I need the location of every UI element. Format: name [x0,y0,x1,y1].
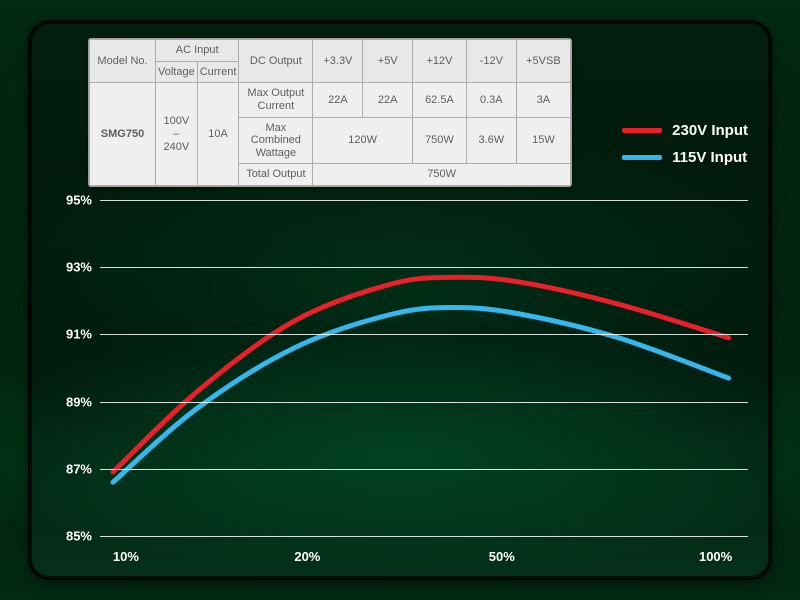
th-voltage: Voltage [156,61,198,83]
gridline [100,334,748,335]
y-tick-label: 85% [52,529,92,544]
cell-model: SMG750 [90,83,156,186]
th-n12v: -12V [466,40,516,83]
cell-total-label: Total Output [239,164,313,186]
th-model: Model No. [90,40,156,83]
legend-swatch [622,128,662,133]
cell-total-value: 750W [313,164,571,186]
y-tick-label: 93% [52,260,92,275]
cell-maxout-5: 22A [363,83,413,117]
cell-maxcomb-12: 750W [413,117,467,164]
legend-item: 230V Input [622,122,748,139]
x-tick-label: 100% [699,549,732,564]
legend-label: 230V Input [672,122,748,139]
main-panel: Model No. AC Input DC Output +3.3V +5V +… [28,20,772,580]
plot-area [100,200,748,536]
th-5v: +5V [363,40,413,83]
x-tick-label: 10% [113,549,139,564]
cell-maxout-5sb: 3A [516,83,570,117]
cell-maxout-n12: 0.3A [466,83,516,117]
cell-maxcomb-5sb: 15W [516,117,570,164]
gridline [100,267,748,268]
gridline [100,536,748,537]
y-tick-label: 91% [52,327,92,342]
cell-maxout-12: 62.5A [413,83,467,117]
th-dcout: DC Output [239,40,313,83]
th-acinput: AC Input [156,40,239,62]
gridline [100,200,748,201]
th-12v: +12V [413,40,467,83]
y-tick-label: 89% [52,394,92,409]
cell-voltage: 100V – 240V [156,83,198,186]
legend-swatch [622,155,662,160]
x-tick-label: 20% [294,549,320,564]
y-tick-label: 95% [52,193,92,208]
gridline [100,469,748,470]
th-current: Current [197,61,239,83]
gridline [100,402,748,403]
cell-maxcomb-n12: 3.6W [466,117,516,164]
cell-maxout-33: 22A [313,83,363,117]
cell-accurrent: 10A [197,83,239,186]
efficiency-chart: 85% 87% 89% 91% 93% 95% 10% 20% 50% 100% [52,192,748,564]
th-5vsb: +5VSB [516,40,570,83]
legend-label: 115V Input [672,149,747,166]
chart-legend: 230V Input 115V Input [622,122,748,176]
legend-item: 115V Input [622,149,748,166]
cell-maxcomb-335: 120W [313,117,413,164]
x-tick-label: 50% [489,549,515,564]
cell-maxout-label: Max Output Current [239,83,313,117]
spec-table: Model No. AC Input DC Output +3.3V +5V +… [88,38,572,187]
y-tick-label: 87% [52,461,92,476]
curve-layer [100,200,748,536]
th-33v: +3.3V [313,40,363,83]
cell-maxcomb-label: Max Combined Wattage [239,117,313,164]
